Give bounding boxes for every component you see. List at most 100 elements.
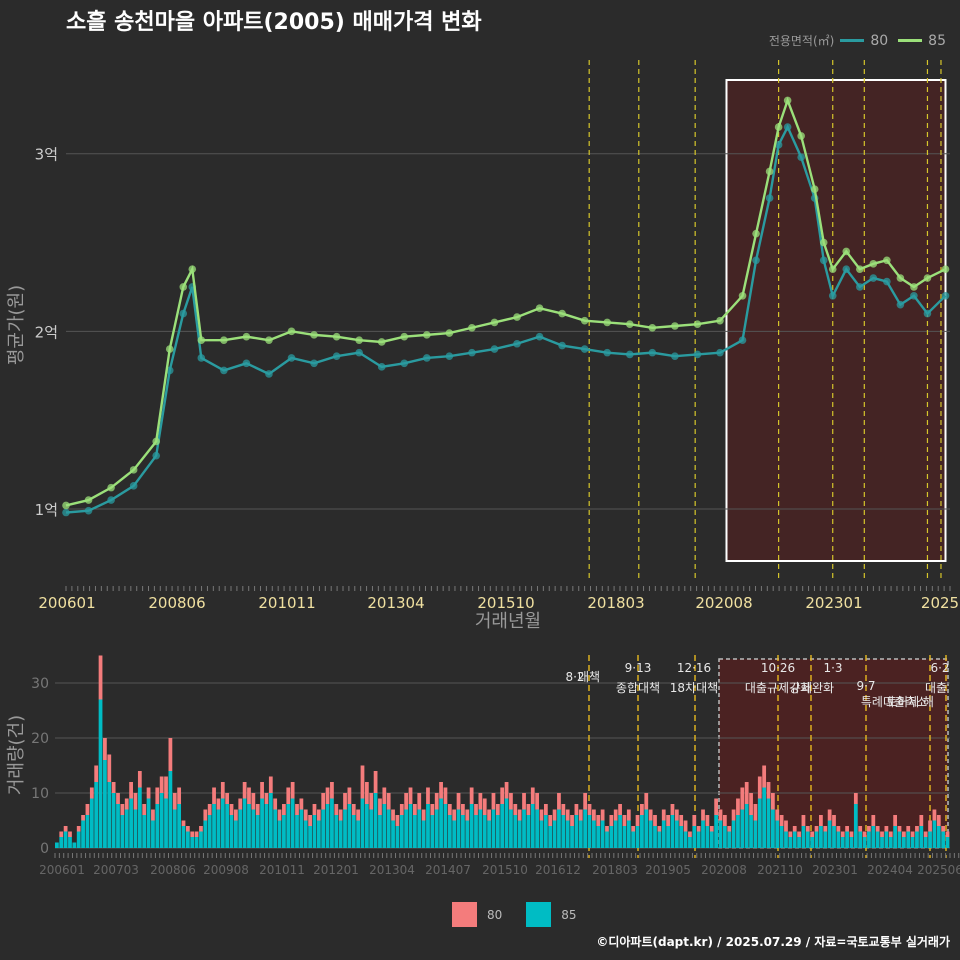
bar-85-5 [76, 831, 81, 848]
bar-80-91 [452, 809, 457, 821]
bar-85-25 [164, 798, 168, 848]
bar-x-tick-label-15: 202404 [867, 863, 913, 877]
bar-80-149 [705, 815, 710, 826]
bar-85-102 [500, 804, 505, 848]
bar-85-61 [321, 809, 326, 848]
bar-80-33 [199, 826, 203, 832]
bar-80-152 [718, 809, 723, 821]
bar-85-62 [325, 804, 330, 848]
volume-chart: 0 10 20 30 200601 200703 200806 200908 201011 201… [6, 655, 960, 877]
bar-80-193 [897, 826, 902, 832]
bar-85-12 [107, 782, 112, 848]
highlight-region [725, 79, 947, 562]
bar-80-191 [888, 831, 893, 837]
bar-80-65 [338, 809, 343, 821]
bar-80-139 [661, 809, 666, 821]
y-tick-label-0: 1억 [35, 501, 58, 519]
bar-80-88 [439, 782, 443, 799]
bar-80-89 [443, 787, 448, 804]
bar-85-97 [478, 809, 483, 848]
bar-85-139 [661, 820, 666, 848]
annotation-date-4: 1·3 [823, 661, 842, 675]
bar-85-126 [605, 831, 609, 848]
bar-80-75 [382, 787, 387, 804]
bar-85-95 [469, 804, 474, 848]
bar-80-59 [312, 804, 317, 815]
bar-85-184 [858, 831, 863, 848]
bar-85-197 [915, 831, 919, 848]
bar-85-194 [901, 837, 906, 848]
bar-85-191 [888, 837, 893, 848]
bar-80-54 [290, 782, 295, 799]
bar-80-87 [434, 793, 439, 810]
bar-85-96 [474, 815, 478, 848]
bar-80-132 [631, 826, 636, 832]
bar-80-146 [692, 815, 697, 826]
bar-85-23 [155, 804, 160, 848]
bar-x-tick-label-10: 201803 [592, 863, 638, 877]
bar-85-121 [583, 809, 588, 848]
bar-80-201 [932, 809, 937, 821]
bar-80-71 [364, 782, 369, 804]
bar-85-3 [68, 837, 72, 848]
bar-85-143 [679, 826, 684, 848]
bar-85-148 [701, 820, 705, 848]
bar-85-34 [203, 820, 208, 848]
y-tick-label-2: 3억 [35, 146, 58, 164]
bar-85-51 [277, 820, 282, 848]
bar-80-96 [474, 804, 478, 815]
bar-85-188 [875, 831, 880, 848]
bar-85-86 [430, 815, 435, 848]
bar-85-155 [731, 820, 736, 848]
bar-80-154 [727, 826, 732, 832]
bar-85-169 [792, 831, 797, 848]
bar-85-119 [574, 815, 579, 848]
bar-80-196 [910, 831, 915, 837]
series-line-80 [65, 124, 947, 514]
bar-80-129 [618, 804, 622, 815]
bar-x-tick-label-3: 200908 [203, 863, 249, 877]
bar-85-24 [159, 793, 164, 848]
x-tick-label-8: 2025 [921, 594, 959, 612]
bar-80-11 [103, 738, 107, 760]
bar-85-130 [622, 826, 627, 848]
bar-x-tick-label-0: 200601 [39, 863, 85, 877]
bar-80-114 [552, 809, 557, 821]
bar-85-54 [290, 798, 295, 848]
bar-85-159 [749, 815, 753, 848]
bar-80-147 [696, 826, 701, 832]
bar-85-142 [674, 820, 679, 848]
bar-80-158 [744, 782, 749, 804]
bar-80-3 [68, 831, 72, 837]
y-tick-label-1: 2억 [35, 323, 58, 341]
bar-x-tick-label-4: 201011 [259, 863, 305, 877]
bar-80-133 [635, 815, 640, 826]
bar-85-101 [495, 815, 500, 848]
bar-80-8 [89, 787, 94, 799]
bar-80-24 [159, 776, 164, 793]
bar-80-123 [592, 809, 596, 821]
x-tick-label-6: 202008 [695, 594, 752, 612]
legend-bottom: 80 85 [452, 902, 577, 927]
bar-80-128 [613, 809, 618, 821]
bar-85-16 [124, 809, 129, 848]
bar-85-118 [570, 826, 574, 848]
bar-80-32 [194, 831, 199, 837]
bar-85-59 [312, 815, 317, 848]
bar-80-69 [356, 809, 361, 821]
bar-80-181 [845, 826, 849, 832]
bar-85-177 [827, 820, 832, 848]
bar-85-28 [177, 804, 182, 848]
bar-85-82 [413, 815, 417, 848]
bar-85-137 [653, 826, 657, 848]
bar-85-168 [788, 837, 793, 848]
bar-80-95 [469, 787, 474, 804]
bar-85-110 [535, 809, 540, 848]
bar-80-98 [482, 798, 487, 815]
bar-85-190 [884, 831, 889, 848]
bar-80-47 [260, 782, 264, 799]
bar-80-58 [308, 815, 312, 826]
bar-80-56 [299, 798, 304, 810]
bar-80-166 [779, 815, 784, 826]
bar-80-182 [849, 831, 854, 837]
